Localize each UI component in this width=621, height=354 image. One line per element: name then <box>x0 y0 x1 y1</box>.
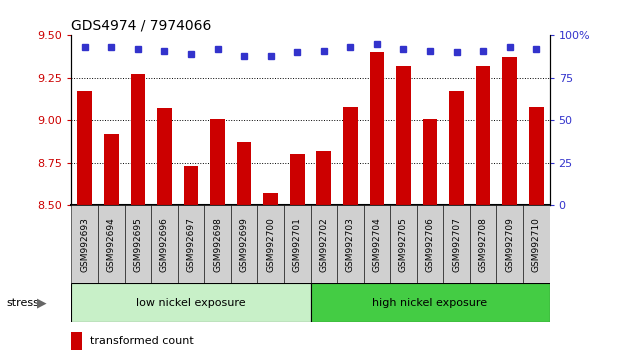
Bar <box>450 91 464 205</box>
Text: GSM992696: GSM992696 <box>160 217 169 272</box>
Bar <box>290 154 304 205</box>
Text: GSM992702: GSM992702 <box>319 217 329 272</box>
Bar <box>157 108 171 205</box>
Bar <box>125 205 151 283</box>
Bar <box>130 74 145 205</box>
Bar <box>470 205 496 283</box>
Bar <box>310 205 337 283</box>
Bar <box>502 57 517 205</box>
Bar <box>184 166 198 205</box>
Bar <box>231 205 257 283</box>
Text: GSM992709: GSM992709 <box>505 217 514 272</box>
Bar <box>317 151 331 205</box>
Text: GSM992700: GSM992700 <box>266 217 275 272</box>
Bar <box>284 205 310 283</box>
Bar <box>178 205 204 283</box>
Bar <box>337 205 364 283</box>
Bar <box>423 119 437 205</box>
Text: GSM992708: GSM992708 <box>479 217 487 272</box>
Bar <box>343 107 358 205</box>
Text: stress: stress <box>6 298 39 308</box>
Bar <box>71 283 310 322</box>
Bar <box>529 107 543 205</box>
Bar <box>211 119 225 205</box>
Text: transformed count: transformed count <box>89 336 193 346</box>
Text: GSM992693: GSM992693 <box>80 217 89 272</box>
Bar <box>523 205 550 283</box>
Text: GSM992698: GSM992698 <box>213 217 222 272</box>
Bar <box>71 205 98 283</box>
Bar <box>263 193 278 205</box>
Bar <box>257 205 284 283</box>
Text: GSM992697: GSM992697 <box>186 217 196 272</box>
Text: GSM992706: GSM992706 <box>425 217 435 272</box>
Bar <box>476 66 491 205</box>
Text: GSM992699: GSM992699 <box>240 217 248 272</box>
Bar <box>98 205 125 283</box>
Text: GSM992707: GSM992707 <box>452 217 461 272</box>
Text: low nickel exposure: low nickel exposure <box>136 298 246 308</box>
Bar <box>443 205 470 283</box>
Bar <box>310 283 550 322</box>
Text: GSM992710: GSM992710 <box>532 217 541 272</box>
Bar <box>78 91 92 205</box>
Text: GSM992703: GSM992703 <box>346 217 355 272</box>
Bar <box>151 205 178 283</box>
Text: GSM992694: GSM992694 <box>107 217 116 272</box>
Text: GSM992705: GSM992705 <box>399 217 408 272</box>
Bar <box>496 205 523 283</box>
Bar <box>204 205 231 283</box>
Bar <box>396 66 410 205</box>
Text: GDS4974 / 7974066: GDS4974 / 7974066 <box>71 19 212 33</box>
Text: GSM992695: GSM992695 <box>134 217 142 272</box>
Text: GSM992701: GSM992701 <box>292 217 302 272</box>
Text: high nickel exposure: high nickel exposure <box>373 298 487 308</box>
Bar <box>104 134 119 205</box>
Bar <box>71 332 82 350</box>
Bar <box>390 205 417 283</box>
Text: GSM992704: GSM992704 <box>373 217 381 272</box>
Bar <box>417 205 443 283</box>
Bar <box>237 142 252 205</box>
Bar <box>369 52 384 205</box>
Text: ▶: ▶ <box>37 296 47 309</box>
Bar <box>364 205 390 283</box>
